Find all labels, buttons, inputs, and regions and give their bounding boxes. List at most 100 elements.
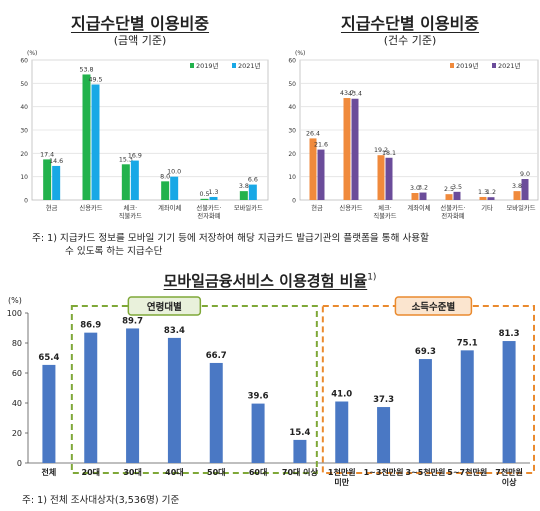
bar <box>453 191 461 200</box>
top-note-line1: 주: 1) 지급카드 정보를 모바일 기기 등에 저장하여 해당 지급카드 발급… <box>32 233 429 244</box>
data-label: 65.4 <box>38 353 59 363</box>
data-label: 53.8 <box>79 66 93 73</box>
bar <box>460 350 474 463</box>
y-tick-label: 60 <box>20 58 28 65</box>
bar <box>479 196 487 200</box>
bar <box>317 149 325 200</box>
x-tick-label: 1~3천만원 <box>364 467 404 477</box>
data-label: 1.3 <box>478 189 488 196</box>
data-label: 86.9 <box>80 321 101 331</box>
x-tick-label: 선불카드· <box>196 203 221 212</box>
bar <box>42 364 56 463</box>
bar <box>43 159 52 200</box>
bar <box>126 328 140 463</box>
bar <box>343 98 351 200</box>
x-tick-label: 60대 <box>249 467 268 477</box>
bar <box>335 401 349 463</box>
data-label: 15.4 <box>289 428 310 438</box>
bar <box>239 191 248 200</box>
bar <box>209 196 218 200</box>
y-tick-label: 0 <box>17 459 22 468</box>
bar <box>487 197 495 200</box>
top-note: 주: 1) 지급카드 정보를 모바일 기기 등에 저장하여 해당 지급카드 발급… <box>32 232 532 258</box>
y-tick-label: 60 <box>288 58 296 65</box>
data-label: 39.6 <box>248 392 269 402</box>
top-note-line2: 수 있도록 하는 지급수단 <box>65 246 163 257</box>
data-label: 17.4 <box>40 151 54 158</box>
x-tick-label: 선불카드· <box>440 203 465 212</box>
y-tick-label: 40 <box>288 104 296 111</box>
x-tick-label: 체크· <box>124 204 138 212</box>
chart3-title: 모바일금융서비스 이용경험 비율 <box>163 272 368 290</box>
data-label: 89.7 <box>122 316 143 326</box>
y-unit-label: (%) <box>27 50 37 57</box>
legend-label-1: 2021년 <box>498 61 521 70</box>
x-tick-label: 30대 <box>123 467 142 477</box>
x-tick-label: 전자화폐 <box>197 211 220 220</box>
bar <box>167 337 181 463</box>
bar <box>419 192 427 200</box>
group-label-age: 연령대별 <box>147 301 182 313</box>
data-label: 0.5 <box>199 191 209 198</box>
chart2-plot: 0 10 20 30 40 50 60(%) 2019년 2021년 26.4 21.6 현금 43.7… <box>288 50 539 220</box>
bar <box>91 84 100 200</box>
data-label: 10.0 <box>167 169 181 176</box>
x-tick-label: 50대 <box>207 467 226 477</box>
y-tick-label: 30 <box>20 128 28 135</box>
data-label: 21.6 <box>314 142 328 149</box>
data-label: 69.3 <box>415 347 436 357</box>
bar <box>251 403 265 463</box>
legend-label-0: 2019년 <box>456 61 479 70</box>
bar <box>200 198 209 200</box>
data-label: 3.0 <box>410 185 420 192</box>
chart3-plot: 0 20 40 60 80 100 (%) 연령대별 소득수준별 65.4 전체 86.9 20대 89.… <box>7 296 536 487</box>
bar <box>411 193 419 200</box>
data-label: 6.6 <box>248 177 258 184</box>
x-tick-label: 7천만원 <box>495 467 523 477</box>
y-tick-label: 20 <box>20 151 28 158</box>
bar <box>377 155 385 200</box>
group-label-box-income <box>394 296 473 316</box>
y-tick-label: 40 <box>12 399 22 408</box>
x-tick-label: 현금 <box>311 204 323 212</box>
y-unit-label: (%) <box>295 50 305 57</box>
x-tick-label: 1천만원 <box>328 467 356 477</box>
x-tick-label: 3~5천만원 <box>405 467 445 477</box>
legend-swatch-0 <box>450 63 454 68</box>
chart2-title: 지급수단별 이용비중 <box>340 14 480 33</box>
data-label: 16.9 <box>128 153 142 160</box>
x-tick-label: 이상 <box>502 477 517 487</box>
x-tick-label: 20대 <box>82 467 101 477</box>
bar <box>418 359 432 463</box>
x-tick-label: 계좌이체 <box>158 203 181 212</box>
x-tick-label: 계좌이체 <box>407 203 430 212</box>
x-tick-label: 직불카드 <box>119 211 142 220</box>
y-tick-label: 20 <box>12 429 22 438</box>
bar <box>170 176 179 200</box>
group-label-income: 소득수준별 <box>412 301 456 313</box>
bar <box>521 179 529 200</box>
data-label: 3.8 <box>512 183 522 190</box>
data-label: 1.2 <box>486 189 496 196</box>
bar <box>293 439 307 463</box>
data-label: 8.0 <box>160 173 170 180</box>
x-tick-label: 기타 <box>481 203 493 212</box>
bar <box>52 165 61 200</box>
y-tick-label: 20 <box>288 151 296 158</box>
group-label-box-age <box>127 296 202 316</box>
data-label: 2.5 <box>444 186 454 193</box>
x-tick-label: 모바일카드 <box>234 203 263 212</box>
y-tick-label: 50 <box>20 81 28 88</box>
x-tick-label: 5~7천만원 <box>447 467 487 477</box>
bar <box>309 138 317 200</box>
data-label: 81.3 <box>499 329 520 339</box>
bar <box>445 194 453 200</box>
bar <box>513 191 521 200</box>
y-tick-label: 10 <box>20 174 28 181</box>
bar <box>209 362 223 463</box>
bar <box>377 407 391 463</box>
legend-swatch-0 <box>190 63 194 68</box>
data-label: 3.8 <box>239 183 249 190</box>
chart1-subtitle: (금액 기준) <box>113 34 167 47</box>
legend-label-1: 2021년 <box>238 61 261 70</box>
